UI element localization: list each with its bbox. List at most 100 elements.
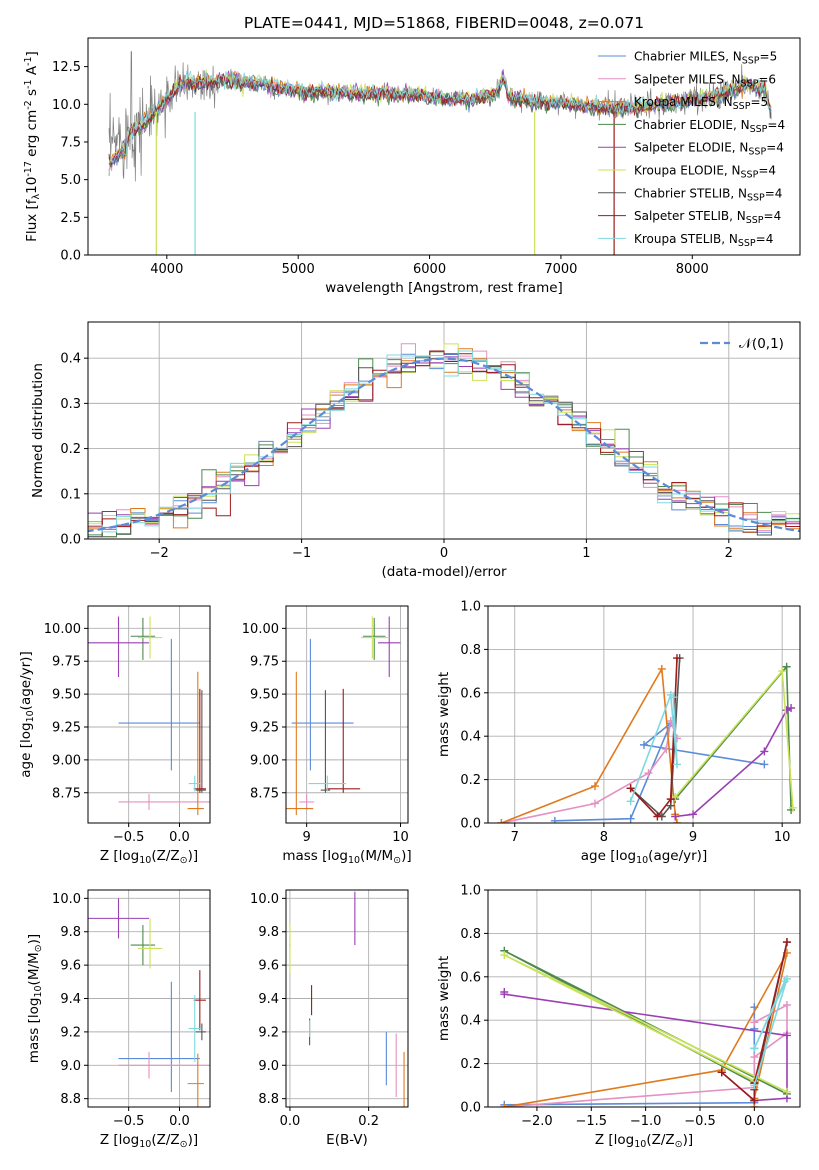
mass-weight-marker <box>788 803 797 812</box>
mass-weight-marker <box>500 987 509 996</box>
mass-weight-marker <box>640 740 648 749</box>
x-tick-label: 0 <box>440 546 448 561</box>
x-tick-label: −0.5 <box>113 1114 145 1129</box>
axes-frame <box>87 605 211 824</box>
y-tick-label: 8.75 <box>250 786 279 801</box>
y-tick-label: 0.0 <box>460 817 481 832</box>
legend-label: Salpeter STELIB, NSSP=4 <box>634 209 781 226</box>
mass-weight-marker <box>760 747 769 756</box>
x-tick-label: 2 <box>725 546 733 561</box>
y-tick-label: 0.2 <box>460 773 481 788</box>
y-tick-label: 8.75 <box>52 786 81 801</box>
x-tick-label: 0.0 <box>169 1114 190 1129</box>
x-tick-label: 4000 <box>150 262 183 277</box>
y-tick-label: 10.0 <box>52 892 81 907</box>
y-tick-label: 5.0 <box>60 173 81 188</box>
y-tick-label: 10.0 <box>52 98 81 113</box>
weight-vs-age-panel: 7 8 9 10 0.0 0.2 0.4 0.6 0.8 1.0 age [log10(age/yr… <box>436 600 801 866</box>
y-tick-label: 0.0 <box>460 1101 481 1116</box>
legend-label: 𝒩(0,1) <box>739 336 784 352</box>
y-tick-label: 1.0 <box>460 884 481 899</box>
mass-weight-marker <box>671 792 680 801</box>
x-tick-label: −0.5 <box>684 1114 716 1129</box>
plot-area <box>88 616 210 816</box>
x-axis-label: E(B-V) <box>326 1132 368 1148</box>
y-tick-label: 9.2 <box>258 1025 279 1040</box>
y-tick-label: 0.1 <box>60 487 81 502</box>
mass-weight-line <box>501 720 678 823</box>
legend-label: Salpeter MILES, NSSP=6 <box>634 72 776 89</box>
mass-weight-marker <box>626 784 635 793</box>
mass-weight-line <box>753 978 788 1086</box>
mass-weight-marker <box>780 977 789 986</box>
mass-weight-marker <box>672 819 681 823</box>
y-tick-label: 0.0 <box>60 249 81 264</box>
mass-weight-marker <box>669 693 678 702</box>
y-tick-label: 0.4 <box>460 1014 481 1029</box>
y-tick-label: 9.25 <box>52 720 81 735</box>
mass-weight-marker <box>644 769 653 778</box>
legend-label: Chabrier ELODIE, NSSP=4 <box>634 118 785 135</box>
y-tick-label: 10.0 <box>250 892 279 907</box>
y-tick-label: 8.8 <box>258 1092 279 1107</box>
y-tick-label: 10.00 <box>44 622 81 637</box>
y-tick-label: 9.8 <box>60 925 81 940</box>
y-tick-label: 9.25 <box>250 720 279 735</box>
mass-weight-marker <box>672 654 681 663</box>
age-vs-metallicity-panel: −0.5 0.0 8.75 9.00 9.25 9.50 9.75 10.00 Z [log10… <box>18 605 211 866</box>
x-axis-label: Z [log10(Z/Z⊙)] <box>595 1132 693 1150</box>
mass-weight-marker <box>626 797 635 806</box>
mass-weight-marker <box>750 1053 759 1062</box>
mass-weight-marker <box>717 1068 726 1077</box>
axes-frame <box>87 321 801 540</box>
x-tick-label: −0.5 <box>113 830 145 845</box>
mass-weight-marker <box>671 812 680 821</box>
mass-weight-marker <box>782 1031 791 1040</box>
y-tick-label: 9.50 <box>250 688 279 703</box>
mass-weight-marker <box>550 816 559 823</box>
age-vs-mass-panel: 9 10 8.75 9.00 9.25 9.50 9.75 10.00 mass [log10(… <box>242 605 412 866</box>
x-tick-label: 10 <box>774 830 791 845</box>
y-tick-label: 0.8 <box>460 643 481 658</box>
mass-weight-marker <box>782 938 791 947</box>
plot-area <box>88 343 800 538</box>
x-tick-label: 8000 <box>676 262 709 277</box>
y-tick-label: 7.5 <box>60 135 81 150</box>
x-tick-label: −1 <box>292 546 311 561</box>
y-tick-label: 8.8 <box>60 1092 81 1107</box>
residual-histogram-panel: −2 −1 0 1 2 0.0 0.1 0.2 0.3 0.4 (data-model)/error… <box>30 321 801 580</box>
axes-frame <box>487 889 801 1108</box>
mass-weight-marker <box>750 1018 759 1027</box>
x-tick-label: 6000 <box>413 262 446 277</box>
plot-area <box>500 938 791 1107</box>
mass-weight-line <box>504 1003 788 1107</box>
x-tick-label: −2 <box>150 546 169 561</box>
x-tick-label: 0.2 <box>358 1114 379 1129</box>
y-axis-label: mass weight <box>436 956 452 1041</box>
y-axis-label: mass weight <box>436 672 452 757</box>
x-axis-label: wavelength [Angstrom, rest frame] <box>325 280 563 296</box>
y-tick-label: 9.4 <box>258 992 279 1007</box>
legend-label: Kroupa ELODIE, NSSP=4 <box>634 164 776 181</box>
y-axis-label: Normed distribution <box>30 363 46 498</box>
axes-frame <box>285 605 409 824</box>
y-axis-label: mass [log10(M/M⊙)] <box>26 934 44 1063</box>
weight-vs-metallicity-panel: −2.0 −1.5 −1.0 −0.5 0.0 0.0 0.2 0.4 0.6 0.8 1.0 Z [… <box>436 884 801 1150</box>
y-tick-label: 0.3 <box>60 397 81 412</box>
figure-title: PLATE=0441, MJD=51868, FIBERID=0048, z=0… <box>244 14 644 32</box>
plot-area <box>289 891 405 1107</box>
y-tick-label: 9.00 <box>250 753 279 768</box>
axes-frame <box>487 605 801 824</box>
x-tick-label: −2.0 <box>521 1114 553 1129</box>
y-tick-label: 0.8 <box>460 927 481 942</box>
model-spectrum-line <box>108 73 772 166</box>
x-tick-label: 10 <box>392 830 409 845</box>
mass-weight-marker <box>590 782 599 791</box>
y-axis-label: age [log10(age/yr)] <box>18 651 36 777</box>
x-tick-label: 9 <box>689 830 697 845</box>
mass-weight-line <box>629 694 678 802</box>
mass-weight-marker <box>782 1001 791 1010</box>
legend-label: Chabrier STELIB, NSSP=4 <box>634 186 782 203</box>
mass-weight-marker <box>750 1096 759 1105</box>
